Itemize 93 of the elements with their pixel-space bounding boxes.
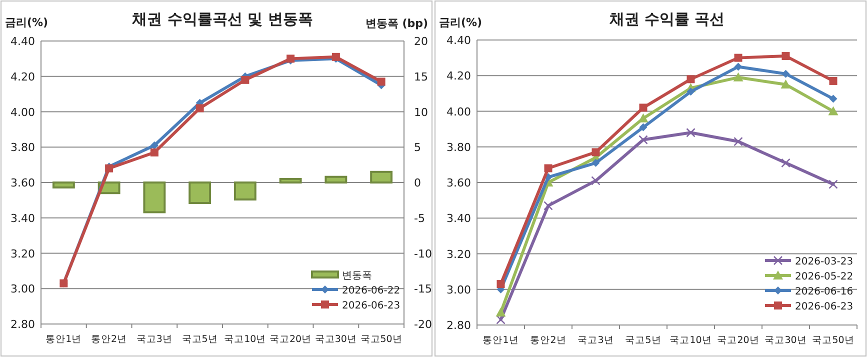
point: [241, 76, 250, 84]
point: [639, 123, 648, 132]
point: [829, 76, 838, 85]
point: [639, 104, 648, 112]
point: [150, 141, 158, 150]
point: [592, 158, 600, 167]
point: [686, 88, 695, 96]
y-tick-label: 3.20: [446, 248, 471, 261]
y-tick-label: 4.40: [446, 34, 471, 47]
x-tick-label: 통안2년: [91, 334, 128, 345]
y2-tick-label: 5: [414, 141, 421, 154]
y-tick-label: 3.20: [10, 247, 35, 260]
point: [828, 106, 838, 116]
y2-tick-label: -5: [414, 212, 425, 225]
y-tick-label: 4.20: [446, 70, 471, 83]
bar: [370, 170, 393, 184]
point: [496, 280, 505, 288]
bar: [52, 182, 75, 188]
point: [686, 75, 695, 84]
y2-tick-label: -20: [414, 318, 432, 331]
point: [734, 54, 742, 62]
point: [781, 158, 790, 168]
point: [196, 104, 204, 112]
y2-tick-label: 15: [414, 70, 428, 84]
y-tick-label: 3.60: [446, 176, 471, 190]
y-tick-label: 3.00: [10, 282, 35, 296]
point: [544, 164, 552, 172]
x-tick-label: 국고50년: [360, 334, 402, 345]
x-tick-label: 국고30년: [764, 335, 807, 346]
legend-label: 2026-06-16: [795, 286, 854, 298]
point: [150, 148, 158, 156]
point: [780, 80, 791, 89]
x-tick-label: 국고10년: [670, 335, 712, 346]
point: [733, 72, 744, 82]
point: [686, 128, 696, 138]
x-tick-label: 국고20년: [717, 335, 760, 346]
y-tick-label: 3.80: [446, 140, 471, 154]
point: [734, 136, 743, 146]
y-axis-title: 금리(%): [5, 16, 48, 29]
point: [544, 201, 553, 210]
x-tick-label: 국고5년: [625, 335, 662, 346]
legend-label: 2026-05-22: [795, 272, 854, 282]
x-tick-label: 통안2년: [530, 335, 566, 346]
y-tick-label: 2.80: [10, 318, 35, 331]
legend-label: 2026-06-23: [342, 300, 400, 312]
y-tick-label: 3.40: [10, 212, 35, 225]
point: [496, 308, 506, 317]
point: [829, 94, 838, 103]
x-tick-label: 국고50년: [812, 335, 854, 346]
x-tick-label: 통안1년: [482, 335, 519, 346]
legend-label: 2026-03-23: [795, 256, 854, 268]
bar: [234, 182, 256, 200]
point: [591, 176, 600, 186]
point: [638, 135, 648, 144]
x-tick-label: 국고3년: [578, 335, 614, 346]
point: [828, 180, 838, 189]
x-tick-label: 국고5년: [182, 334, 218, 345]
y-tick-label: 3.60: [10, 176, 35, 190]
legend-label: 2026-06-22: [342, 286, 400, 296]
x-tick-label: 국고20년: [270, 334, 312, 345]
legend-label: 변동폭: [342, 270, 372, 282]
legend-label: 2026-06-23: [795, 302, 854, 312]
point: [638, 113, 648, 122]
bar: [324, 176, 348, 184]
y-tick-label: 4.00: [446, 105, 471, 118]
y2-tick-label: -15: [414, 282, 432, 296]
bar: [188, 182, 212, 204]
y2-tick-label: 0: [414, 176, 421, 190]
y-tick-label: 4.20: [10, 70, 35, 84]
y-tick-label: 3.40: [446, 212, 471, 226]
y2-tick-label: 20: [414, 35, 428, 48]
y2-tick-label: -10: [414, 247, 432, 260]
bar: [143, 182, 166, 214]
bar: [279, 178, 302, 184]
chart-title: 채권 수익률곡선 및 변동폭: [131, 10, 313, 28]
y2-axis-title: 변동폭 (bp): [365, 17, 428, 30]
y-tick-label: 3.00: [446, 283, 471, 296]
x-tick-label: 국고10년: [224, 334, 266, 345]
chart-title: 채권 수익률 곡선: [608, 10, 725, 28]
x-tick-label: 통안1년: [46, 334, 82, 345]
y-tick-label: 4.00: [10, 106, 35, 119]
x-tick-label: 국고30년: [314, 334, 357, 345]
y-tick-label: 4.40: [10, 35, 35, 48]
point: [377, 78, 386, 86]
x-tick-label: 국고3년: [136, 334, 172, 345]
y2-tick-label: 10: [414, 106, 428, 119]
y-tick-label: 3.80: [10, 141, 35, 154]
y-tick-label: 2.80: [446, 319, 471, 332]
point: [782, 52, 790, 60]
point: [592, 148, 600, 156]
point: [734, 62, 742, 71]
point: [782, 70, 790, 78]
y-axis-title: 금리(%): [439, 16, 482, 29]
